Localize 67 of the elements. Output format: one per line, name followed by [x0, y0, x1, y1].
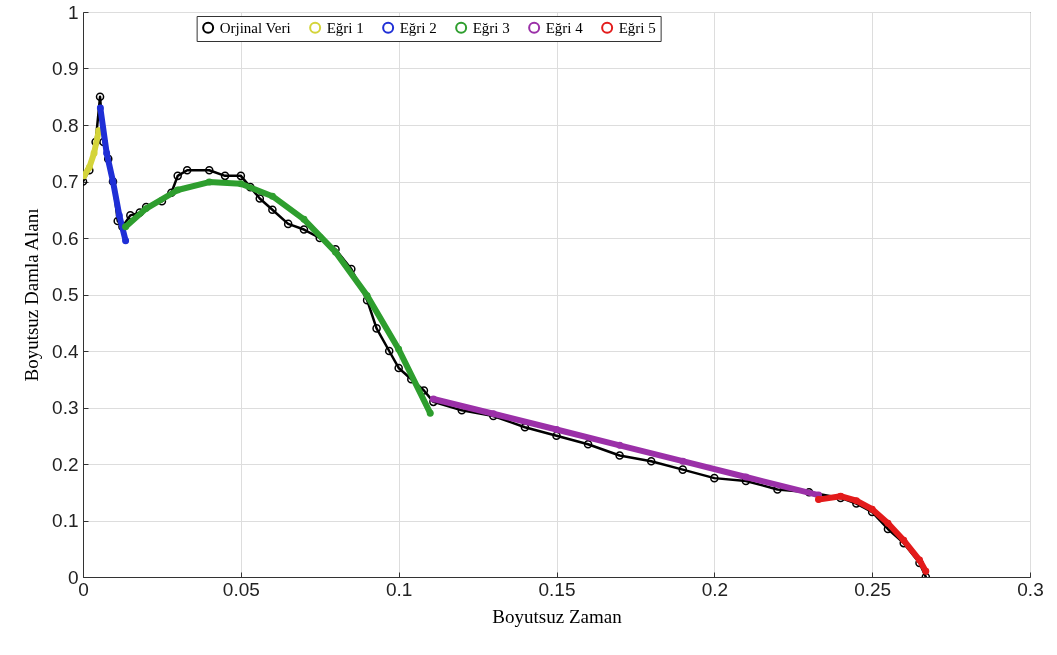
point — [173, 171, 182, 181]
point — [122, 223, 130, 231]
point — [363, 292, 371, 300]
y-tick-label: 0.5 — [52, 284, 79, 305]
x-axis-title: Boyutsuz Zaman — [492, 605, 623, 627]
x-tick-label: 0.1 — [385, 578, 413, 600]
point — [710, 473, 719, 483]
point — [900, 536, 908, 544]
legend-label: Eğri 3 — [472, 19, 510, 36]
x-tick-label: 0.05 — [222, 578, 260, 600]
point — [268, 205, 277, 215]
point — [429, 395, 437, 403]
y-tick-label: 0.7 — [52, 171, 79, 192]
y-tick-label: 1 — [67, 1, 79, 23]
y-tick-label: 0.4 — [52, 340, 79, 362]
point — [426, 409, 434, 417]
legend-label: Eğri 2 — [399, 19, 437, 36]
y-axis-title: Boyutsuz Damla Alanı — [21, 208, 43, 382]
point — [283, 219, 293, 229]
point — [255, 194, 265, 203]
legend-label: Eğri 5 — [618, 19, 656, 36]
point — [126, 211, 135, 220]
point — [268, 192, 276, 200]
point — [96, 104, 104, 112]
point — [616, 441, 624, 449]
x-tick-label: 0.25 — [854, 578, 892, 600]
point — [237, 180, 245, 188]
point — [884, 519, 892, 527]
point — [236, 171, 246, 181]
legend-label: Eğri 4 — [545, 19, 584, 36]
point — [815, 496, 822, 504]
point — [122, 237, 130, 245]
point — [922, 567, 930, 575]
y-tick-label: 0.6 — [52, 227, 79, 249]
point — [384, 346, 394, 356]
point — [868, 505, 876, 513]
point — [646, 456, 656, 466]
y-tick-label: 0.3 — [52, 397, 79, 418]
y-tick-label: 0.9 — [52, 58, 79, 79]
legend-label: Orjinal Veri — [219, 19, 291, 36]
point — [182, 165, 192, 175]
point — [679, 457, 687, 465]
x-tick-label: 0.2 — [701, 578, 729, 600]
point — [115, 211, 123, 219]
point — [85, 163, 93, 171]
point — [205, 178, 213, 186]
y-tick-label: 0.1 — [52, 510, 79, 531]
point — [103, 149, 111, 157]
point — [583, 439, 593, 449]
point — [678, 465, 688, 474]
point — [300, 215, 308, 223]
x-tick-label: 0.3 — [1017, 578, 1044, 600]
y-tick-label: 0.8 — [52, 114, 79, 136]
point — [372, 324, 381, 333]
point — [90, 149, 98, 157]
point — [520, 423, 530, 432]
x-tick-label: 0.15 — [538, 578, 576, 600]
point — [299, 225, 309, 234]
point — [615, 451, 624, 460]
point — [95, 92, 105, 102]
point — [220, 171, 230, 181]
point — [552, 431, 561, 441]
point — [394, 363, 403, 373]
legend-label: Eğri 1 — [326, 19, 364, 36]
point — [174, 186, 182, 194]
point — [204, 165, 214, 175]
y-tick-label: 0.2 — [52, 453, 79, 475]
